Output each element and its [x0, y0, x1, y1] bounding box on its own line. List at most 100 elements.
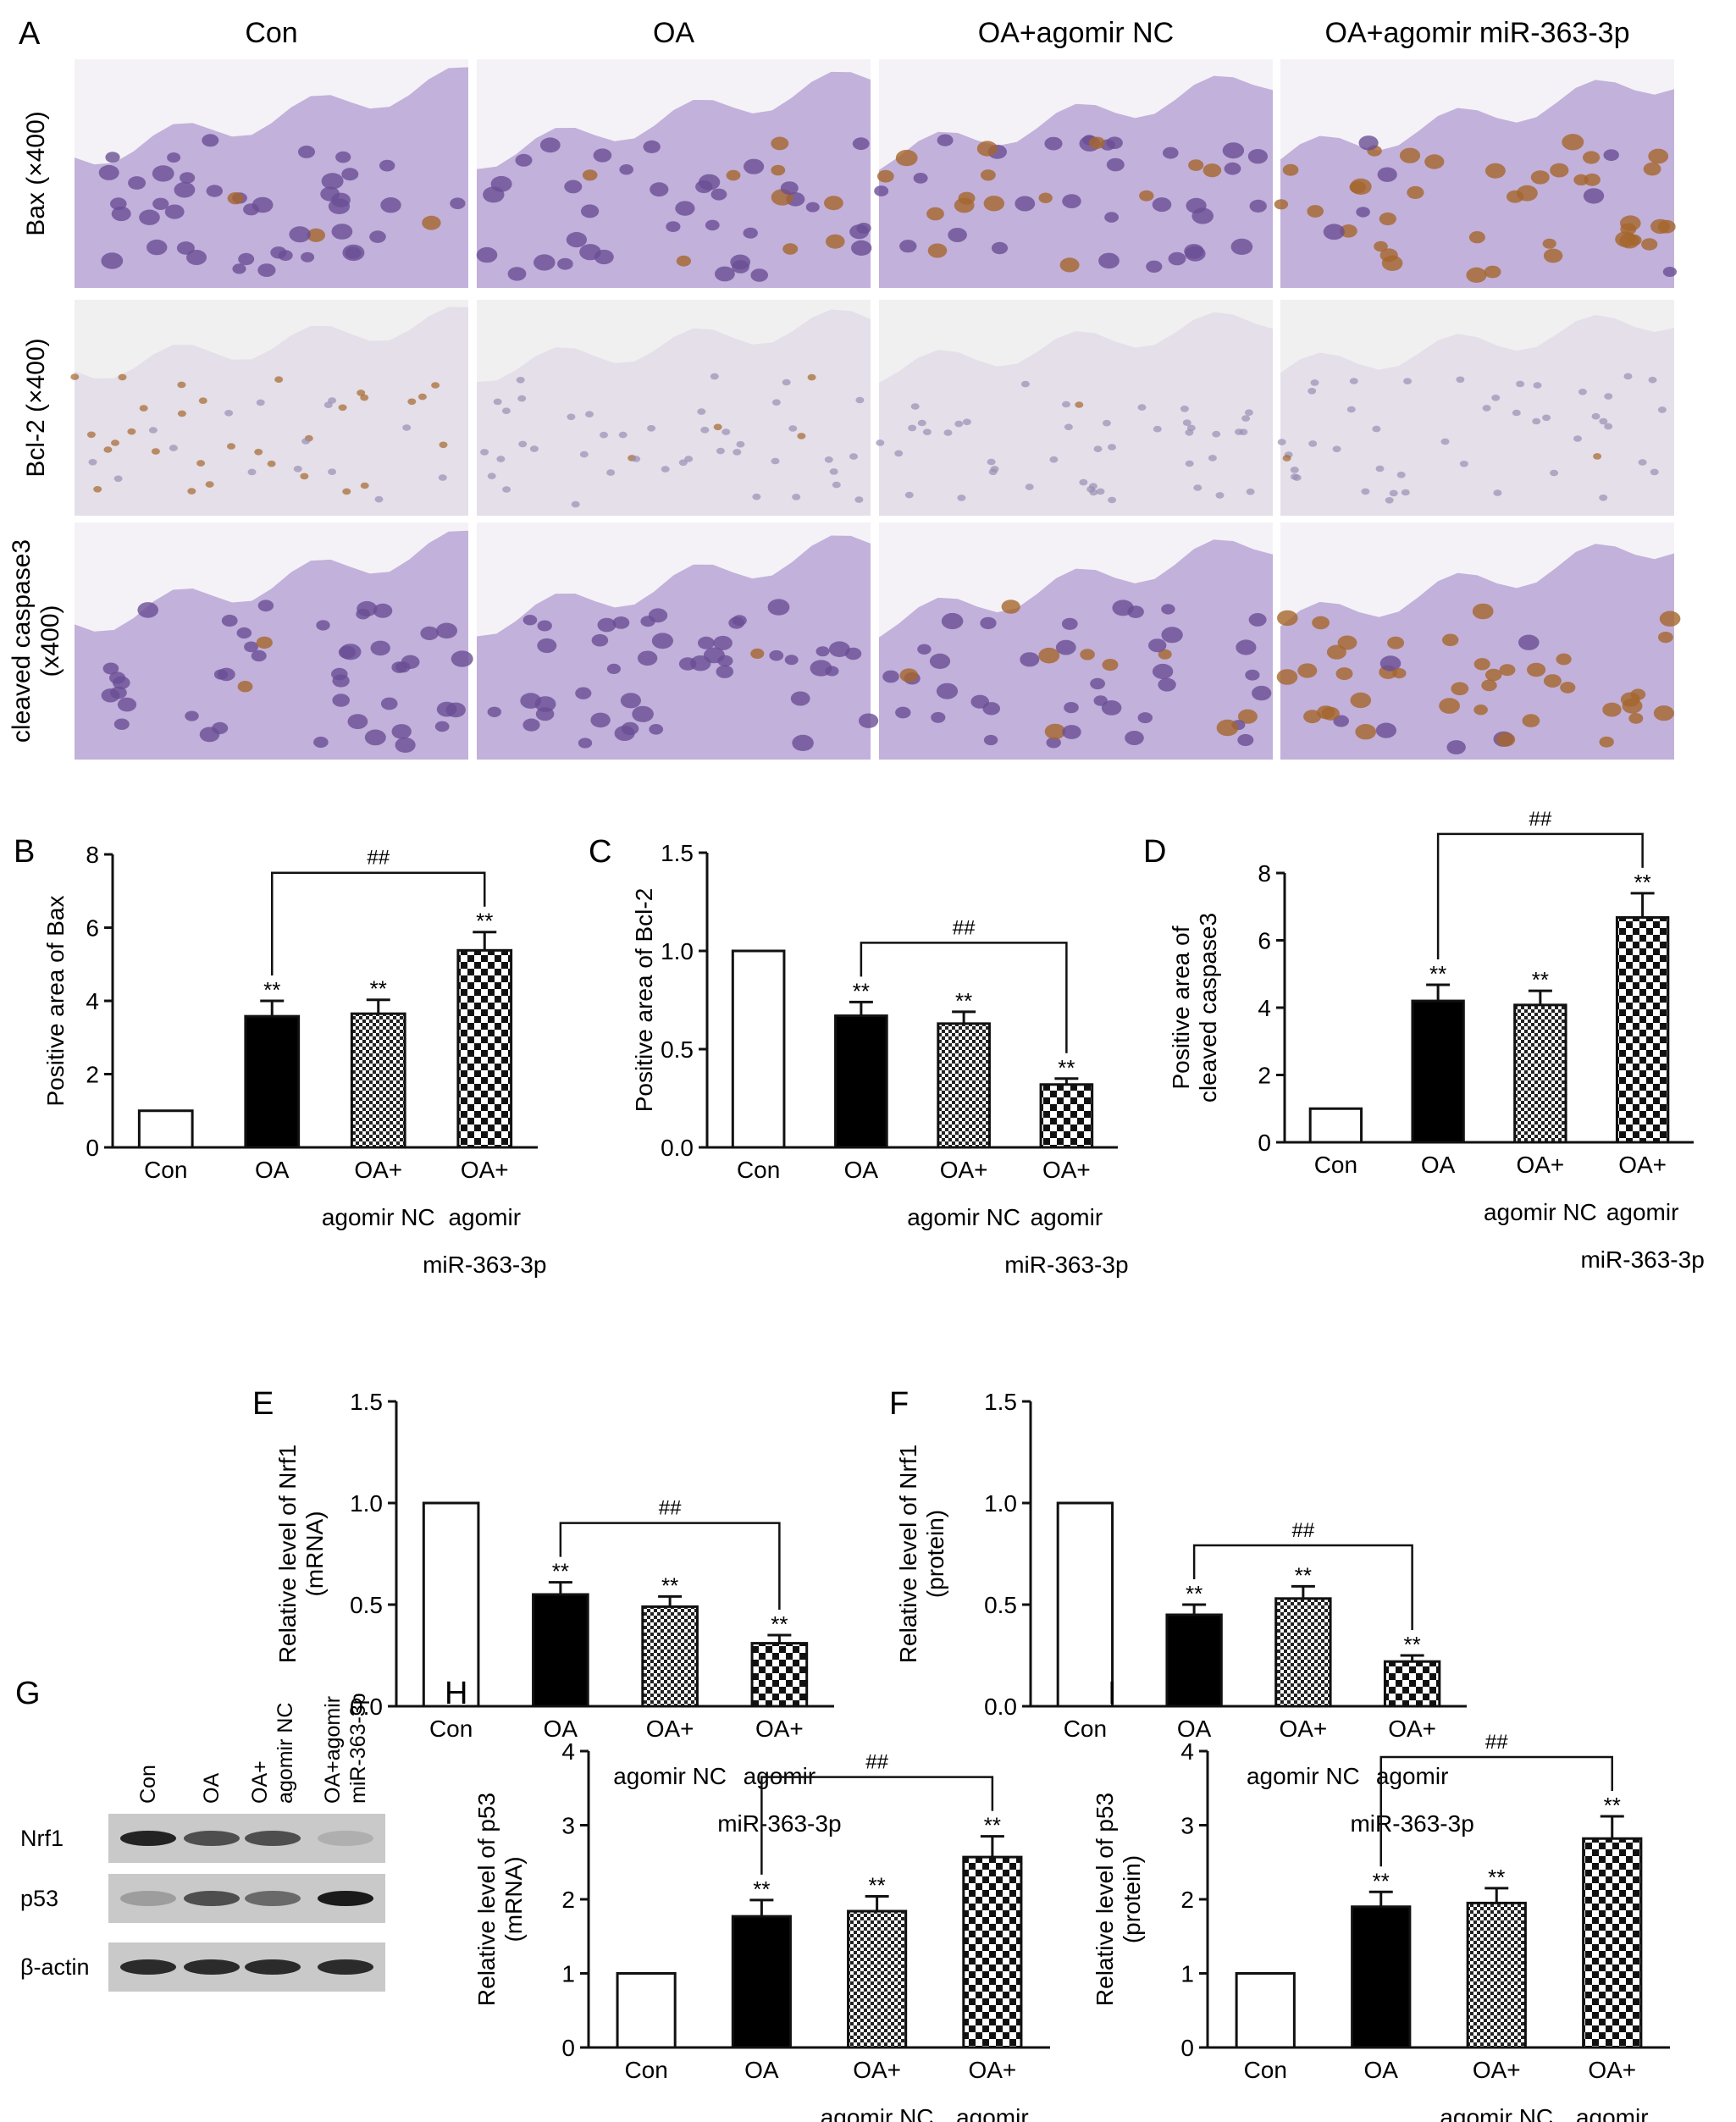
nucleus — [637, 650, 658, 666]
nucleus — [1185, 246, 1206, 262]
nucleus — [1212, 430, 1221, 438]
y-axis-label: Relative level of p53 — [1092, 1793, 1118, 2006]
nucleus — [962, 418, 971, 426]
nucleus — [591, 633, 609, 647]
nucleus — [1064, 702, 1079, 714]
y-axis-label: (mRNA) — [500, 1856, 527, 1942]
stained-nucleus — [582, 169, 598, 181]
nucleus — [1358, 135, 1379, 151]
nucleus — [1459, 461, 1468, 467]
nucleus — [788, 425, 798, 432]
nucleus — [1292, 474, 1302, 481]
nucleus — [715, 266, 735, 282]
nucleus — [1015, 196, 1036, 212]
nucleus — [301, 438, 311, 445]
nucleus — [438, 474, 447, 481]
nucleus — [600, 431, 608, 439]
bar — [847, 1909, 908, 2049]
nucleus — [987, 458, 996, 466]
stained-nucleus — [1499, 664, 1516, 677]
stained-nucleus — [1379, 248, 1398, 262]
nucleus — [716, 447, 725, 455]
bar — [1466, 1901, 1527, 2049]
stained-nucleus — [1326, 644, 1346, 660]
nucleus — [849, 453, 858, 460]
nucleus — [331, 224, 353, 240]
nucleus — [1650, 468, 1659, 476]
nucleus — [1456, 376, 1465, 384]
nucleus — [954, 420, 964, 428]
stained-nucleus — [274, 376, 284, 384]
nucleus — [904, 491, 914, 499]
nucleus — [221, 614, 238, 627]
nucleus — [174, 181, 196, 198]
stained-nucleus — [1602, 702, 1622, 717]
nucleus — [147, 239, 168, 256]
nucleus — [1349, 378, 1358, 384]
y-tick-label: 8 — [86, 842, 99, 868]
nucleus — [357, 600, 378, 617]
stained-nucleus — [1139, 190, 1154, 202]
nucleus — [480, 449, 489, 456]
nucleus — [1161, 604, 1175, 615]
stained-nucleus — [1080, 649, 1095, 660]
nucleus — [1249, 199, 1267, 213]
nucleus — [1112, 600, 1134, 616]
nucleus — [1230, 238, 1253, 255]
stained-nucleus — [431, 382, 440, 389]
nucleus — [373, 603, 393, 618]
protein-band — [184, 1831, 240, 1846]
nucleus — [1044, 136, 1063, 151]
stained-nucleus — [1392, 668, 1407, 679]
nucleus — [1020, 380, 1030, 388]
stained-nucleus — [976, 141, 998, 157]
x-category-label: OA+ — [1516, 1152, 1564, 1178]
y-tick-label: 4 — [1258, 995, 1271, 1021]
nucleus — [743, 227, 758, 239]
comparison-bracket — [1379, 1755, 1613, 1867]
nucleus — [895, 706, 911, 719]
nucleus — [436, 622, 457, 639]
y-tick-label: 0.0 — [661, 1135, 694, 1161]
x-category-label: OA+ — [1042, 1157, 1091, 1183]
nucleus — [338, 645, 356, 659]
nucleus — [606, 663, 622, 675]
nucleus — [301, 251, 315, 262]
stained-nucleus — [713, 423, 722, 431]
nucleus — [1578, 389, 1587, 395]
x-category-label: OA+ — [1473, 2057, 1521, 2083]
nucleus — [564, 180, 583, 194]
nucleus — [710, 373, 719, 380]
x-category-label: Con — [144, 1157, 187, 1183]
panel-letter-h: H — [445, 1676, 467, 1711]
nucleus — [1104, 212, 1119, 223]
nucleus — [856, 223, 871, 234]
nucleus — [1161, 627, 1183, 644]
protein-band — [120, 1831, 176, 1846]
x-category-label: OA+ — [755, 1716, 804, 1742]
nucleus — [502, 486, 511, 493]
panel-a-micrographs: A Con OA OA+agomir NC OA+agomir miR-363-3p Ba… — [8, 16, 1681, 760]
nucleus — [1125, 731, 1144, 745]
nucleus — [716, 665, 734, 678]
y-tick-label: 2 — [561, 1887, 575, 1913]
nucleus — [1046, 737, 1061, 749]
bar — [641, 1605, 699, 1708]
nucleus — [328, 468, 337, 475]
nucleus — [185, 710, 199, 721]
nucleus — [581, 204, 600, 218]
stained-nucleus — [227, 443, 235, 450]
stained-nucleus — [958, 191, 976, 205]
nucleus — [1108, 444, 1116, 450]
nucleus — [1591, 412, 1601, 420]
nucleus — [643, 140, 661, 153]
stained-nucleus — [1038, 647, 1060, 664]
y-tick-label: 1.5 — [984, 1389, 1017, 1415]
x-category-label: agomir NC — [322, 1204, 435, 1230]
nucleus — [1168, 251, 1186, 266]
protein-band — [318, 1831, 373, 1846]
nucleus — [224, 410, 234, 417]
nucleus — [380, 697, 398, 710]
nucleus — [991, 241, 1009, 255]
y-tick-label: 1.0 — [350, 1490, 383, 1517]
